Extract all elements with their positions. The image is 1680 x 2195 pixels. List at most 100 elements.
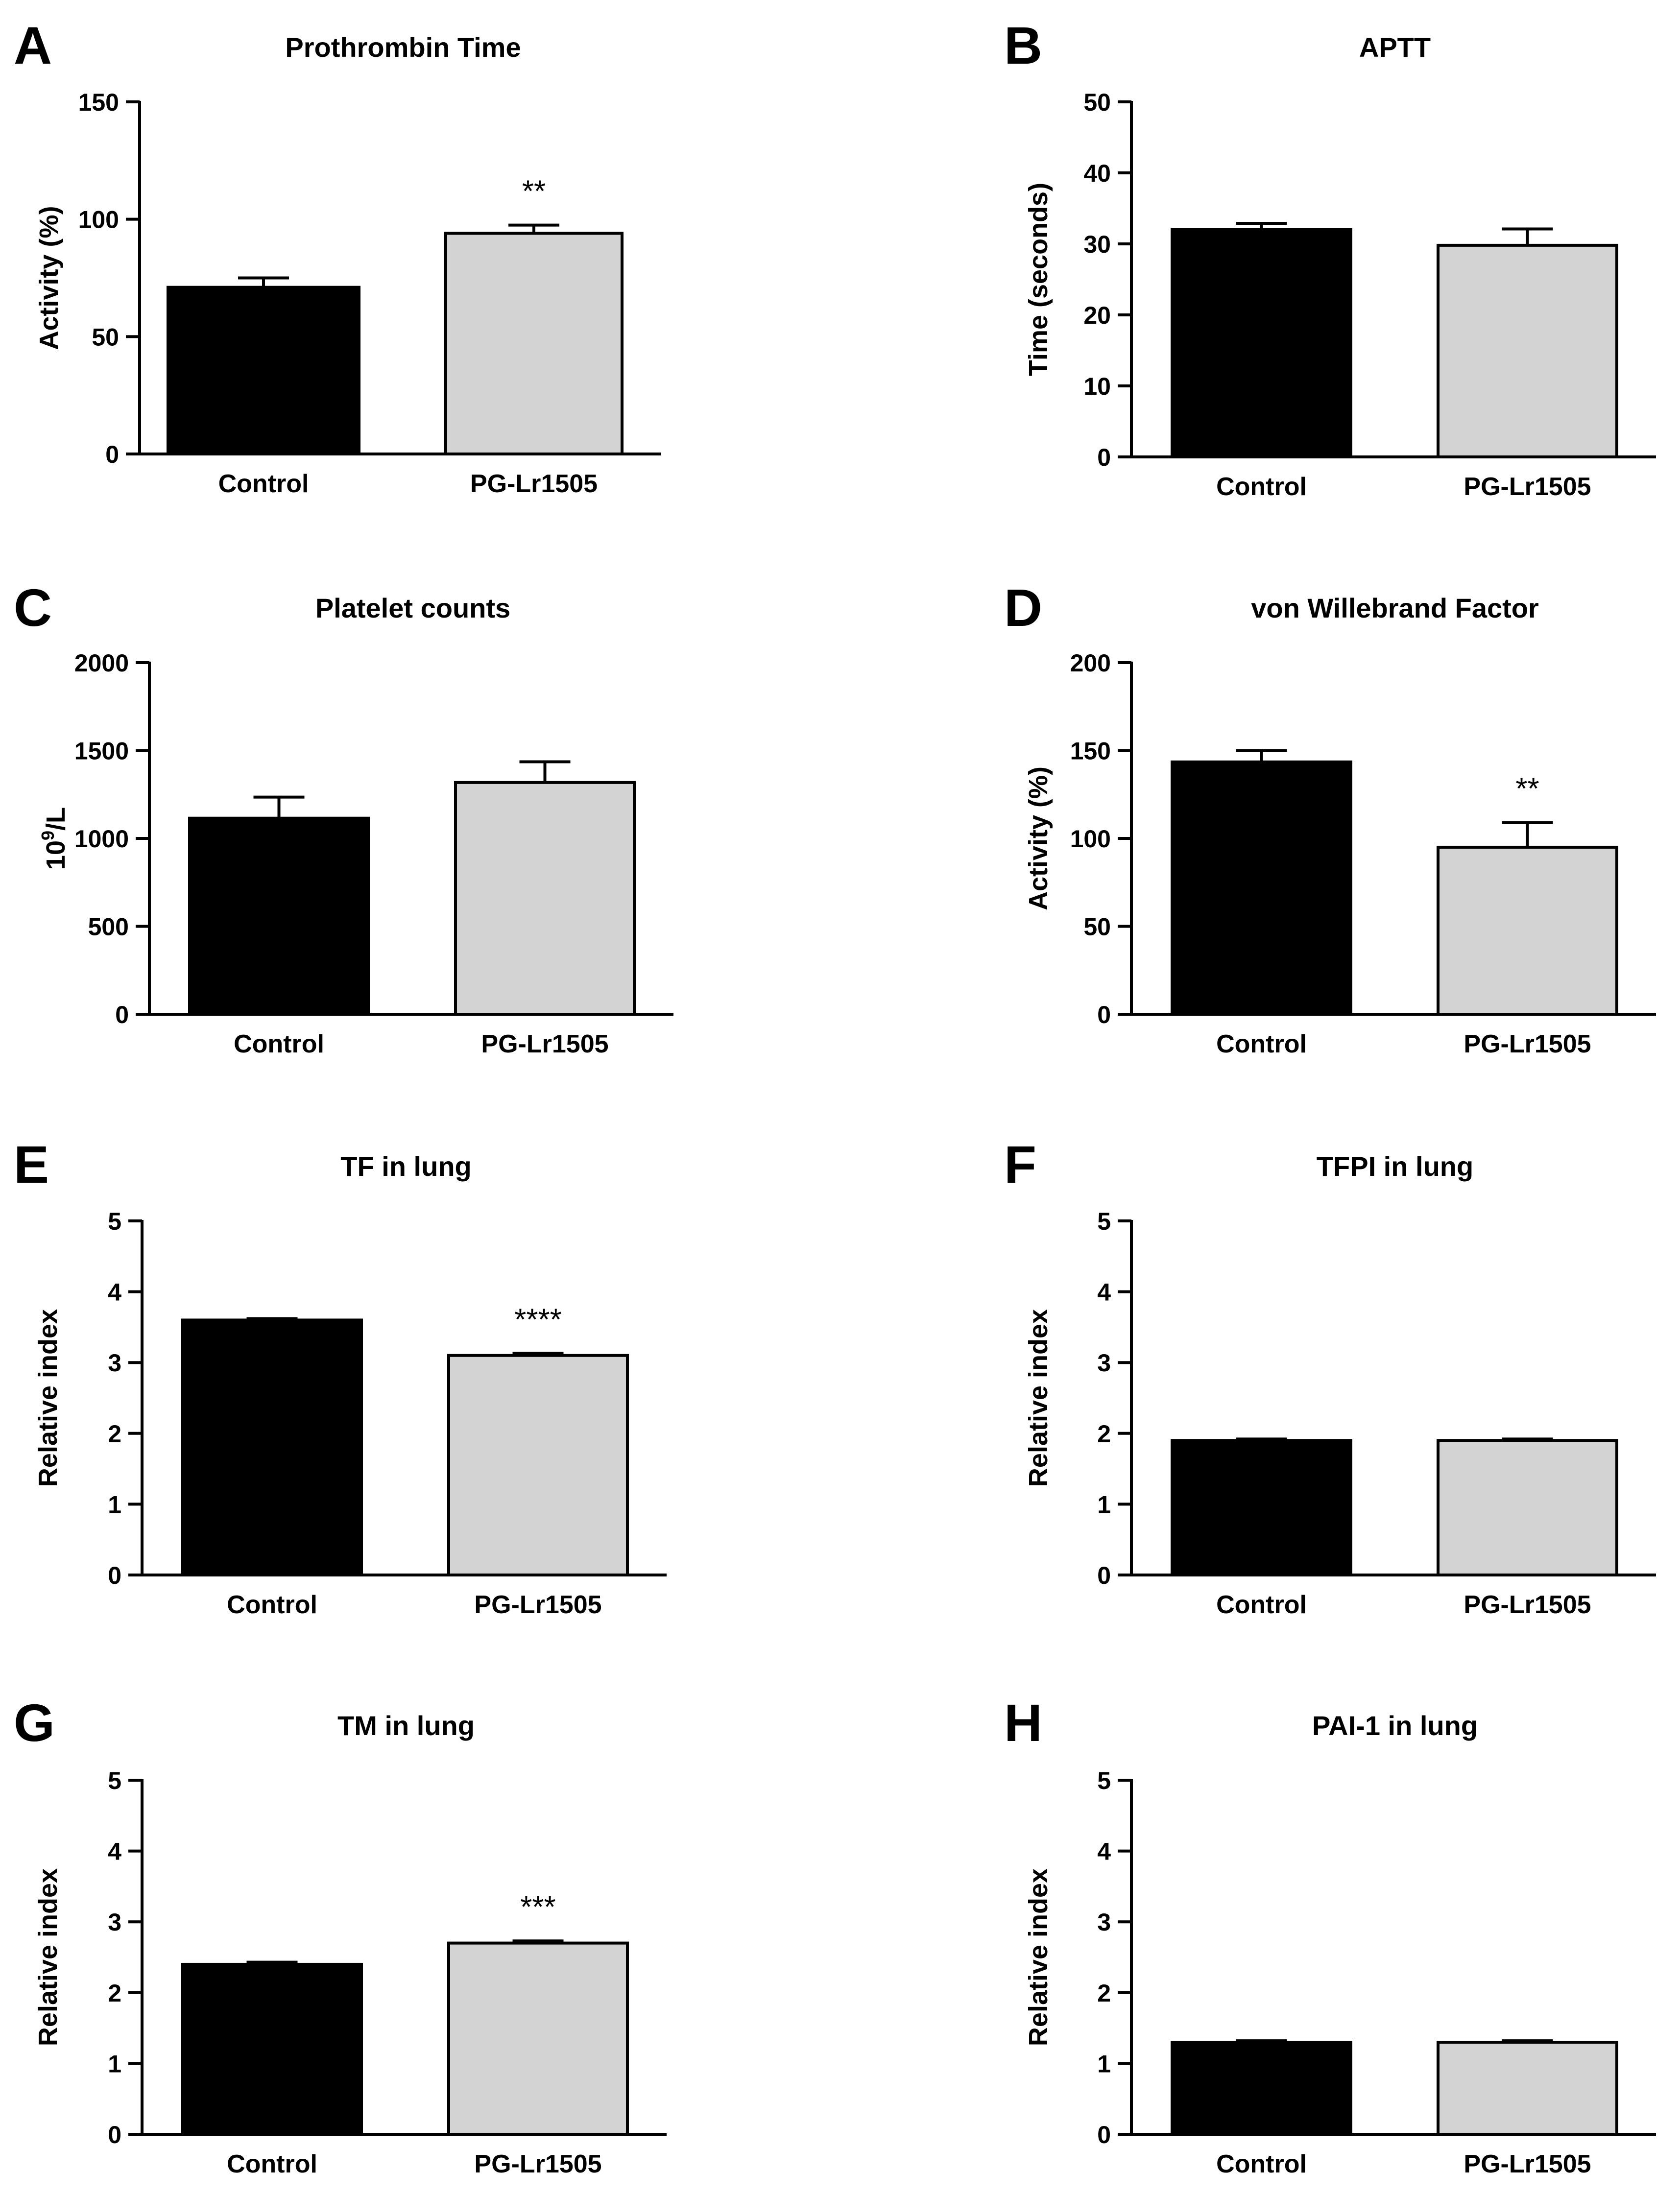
category-label: Control xyxy=(218,470,309,498)
bar-control xyxy=(1171,760,1352,1016)
bar-pg-lr1505 xyxy=(1437,2041,1618,2136)
category-label: PG-Lr1505 xyxy=(1464,1591,1591,1619)
category-label: Control xyxy=(1216,1030,1307,1058)
y-axis-label: Activity (%) xyxy=(1024,766,1053,910)
chart-title: APTT xyxy=(1359,32,1431,63)
y-tick-label: 2 xyxy=(108,1420,121,1448)
bar-pg-lr1505 xyxy=(454,781,636,1016)
y-tick-label: 2 xyxy=(108,1980,121,2007)
bar-pg-lr1505 xyxy=(1437,1439,1618,1576)
y-tick-label: 100 xyxy=(1070,825,1111,853)
y-tick-label: 1000 xyxy=(74,825,129,853)
y-tick-label: 5 xyxy=(1097,1767,1111,1794)
chart-title: Platelet counts xyxy=(315,593,510,623)
y-axis-label: Activity (%) xyxy=(34,206,64,350)
category-label: Control xyxy=(227,2150,317,2178)
significance-label: **** xyxy=(514,1303,562,1336)
panel-letter: F xyxy=(1004,1135,1036,1194)
y-tick-label: 50 xyxy=(1083,913,1111,941)
y-tick-label: 40 xyxy=(1083,160,1111,187)
y-tick-label: 1500 xyxy=(74,738,129,765)
y-tick-label: 2 xyxy=(1097,1980,1111,2007)
panel-letter: C xyxy=(14,578,52,637)
bar-control xyxy=(181,1318,363,1576)
y-tick-label: 100 xyxy=(78,206,119,234)
y-tick-label: 5 xyxy=(108,1208,121,1235)
chart-title: Prothrombin Time xyxy=(285,32,521,63)
y-tick-label: 3 xyxy=(1097,1909,1111,1936)
category-label: PG-Lr1505 xyxy=(1464,2150,1591,2178)
significance-label: ** xyxy=(522,175,546,209)
panel-a: A Prothrombin Time Control ** PG-Lr1505 0 50 10… xyxy=(14,16,661,498)
category-label: Control xyxy=(1216,2150,1307,2178)
y-tick-label: 30 xyxy=(1083,231,1111,258)
chart-title: TF in lung xyxy=(340,1151,471,1182)
category-label: PG-Lr1505 xyxy=(1464,1030,1591,1058)
bar-pg-lr1505 xyxy=(444,232,624,455)
category-label: Control xyxy=(227,1591,317,1619)
panel-b: B APTT Control PG-Lr1505 0 10 20 30 40 50 Time (se… xyxy=(1004,16,1656,501)
category-label: PG-Lr1505 xyxy=(474,1591,601,1619)
y-axis-label: Relative index xyxy=(1024,1309,1053,1487)
bar-control xyxy=(1171,228,1352,458)
category-label: PG-Lr1505 xyxy=(481,1030,608,1058)
bar-control xyxy=(1171,1439,1352,1576)
y-tick-label: 4 xyxy=(108,1838,121,1865)
panel-letter: A xyxy=(14,16,52,75)
y-axis-label: Relative index xyxy=(1024,1868,1053,2046)
chart-title: von Willebrand Factor xyxy=(1251,593,1539,623)
y-tick-label: 150 xyxy=(78,89,119,116)
y-tick-label: 4 xyxy=(1097,1838,1111,1865)
significance-label: *** xyxy=(520,1890,555,1924)
bar-control xyxy=(1171,2041,1352,2136)
y-tick-label: 20 xyxy=(1083,302,1111,329)
y-tick-label: 0 xyxy=(105,441,119,468)
category-label: PG-Lr1505 xyxy=(1464,473,1591,501)
panel-letter: G xyxy=(14,1693,55,1752)
y-axis-label: Relative index xyxy=(33,1868,63,2046)
y-tick-label: 0 xyxy=(115,1001,129,1028)
y-tick-label: 1 xyxy=(1097,1491,1111,1518)
panel-letter: B xyxy=(1004,16,1042,75)
chart-title: TM in lung xyxy=(337,1710,475,1741)
bar-pg-lr1505 xyxy=(447,1354,629,1576)
bar-pg-lr1505 xyxy=(1437,845,1618,1016)
y-tick-label: 0 xyxy=(108,2121,121,2148)
y-tick-label: 3 xyxy=(108,1349,121,1377)
y-tick-label: 4 xyxy=(108,1279,121,1306)
bar-control xyxy=(188,816,370,1016)
y-tick-label: 5 xyxy=(1097,1208,1111,1235)
category-label: Control xyxy=(1216,473,1307,501)
panel-e: E TF in lung Control **** PG-Lr1505 0 1 2 3 4 5 Rel… xyxy=(14,1135,667,1619)
y-tick-label: 3 xyxy=(1097,1349,1111,1377)
y-tick-label: 200 xyxy=(1070,649,1111,677)
significance-label: ** xyxy=(1515,772,1539,806)
category-label: PG-Lr1505 xyxy=(470,470,598,498)
y-axis-label: Relative index xyxy=(33,1309,63,1487)
y-tick-label: 0 xyxy=(1097,1001,1111,1028)
category-label: PG-Lr1505 xyxy=(474,2150,601,2178)
panel-letter: H xyxy=(1004,1693,1042,1752)
bar-pg-lr1505 xyxy=(1437,243,1618,458)
y-axis-label: 109/L xyxy=(38,807,71,870)
chart-title: PAI-1 in lung xyxy=(1312,1710,1478,1741)
y-tick-label: 10 xyxy=(1083,373,1111,400)
y-tick-label: 1 xyxy=(108,1491,121,1518)
chart-title: TFPI in lung xyxy=(1317,1151,1473,1182)
bar-control xyxy=(167,286,360,455)
y-tick-label: 1 xyxy=(1097,2050,1111,2077)
y-tick-label: 0 xyxy=(1097,444,1111,471)
y-tick-label: 50 xyxy=(92,323,119,351)
y-tick-label: 150 xyxy=(1070,738,1111,765)
y-tick-label: 5 xyxy=(108,1767,121,1794)
panel-h: H PAI-1 in lung Control PG-Lr1505 0 1 2 3 4 5 Rela… xyxy=(1004,1693,1656,2178)
y-tick-label: 0 xyxy=(1097,1562,1111,1589)
category-label: Control xyxy=(234,1030,324,1058)
y-tick-label: 50 xyxy=(1083,89,1111,116)
panel-letter: E xyxy=(14,1135,49,1194)
y-tick-label: 2 xyxy=(1097,1420,1111,1448)
panel-c: C Platelet counts Control PG-Lr1505 0 500 1000… xyxy=(14,578,673,1058)
y-tick-label: 0 xyxy=(1097,2121,1111,2148)
